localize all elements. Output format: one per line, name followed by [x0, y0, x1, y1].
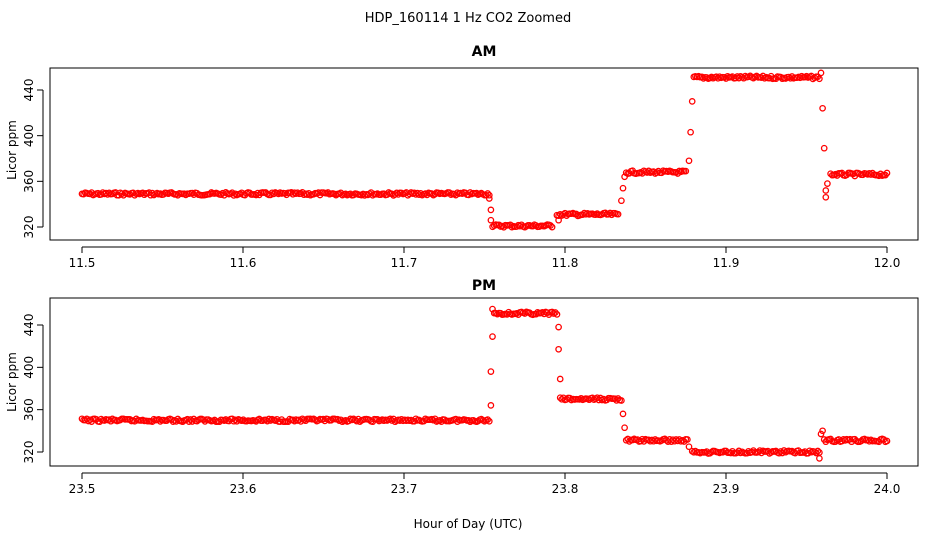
- am-y-axis: 320 360 400 440: [22, 79, 44, 239]
- am-transition-point: [555, 216, 562, 224]
- am-transition-point: [487, 206, 495, 214]
- pm-plot-frame: [49, 297, 919, 467]
- am-transition-point: [685, 157, 693, 165]
- x-axis-label: Hour of Day (UTC): [414, 517, 523, 531]
- pm-transition-point: [556, 375, 564, 383]
- pm-x-tick-label: 23.8: [552, 482, 579, 496]
- am-plot-frame: [49, 67, 919, 241]
- pm-data-point: [775, 449, 783, 457]
- am-transition-point: [688, 98, 696, 105]
- pm-panel: PM Licor ppm 23.5 23.6 23.7 23.8 23.9 24.0 32…: [5, 278, 919, 496]
- pm-panel-title: PM: [472, 278, 496, 294]
- am-x-tick-label: 11.7: [391, 256, 418, 270]
- am-x-tick-label: 11.8: [552, 256, 579, 270]
- pm-x-tick-label: 23.6: [230, 482, 257, 496]
- am-y-tick-label: 400: [22, 124, 36, 147]
- pm-data-point: [386, 415, 394, 423]
- pm-transition-point: [489, 305, 496, 313]
- am-data-point: [682, 167, 690, 175]
- pm-transition-point: [487, 402, 495, 409]
- pm-transition-point: [819, 427, 826, 435]
- am-panel-title: AM: [472, 44, 497, 60]
- pm-y-tick-label: 360: [22, 398, 36, 421]
- pm-data-point: [883, 437, 891, 445]
- pm-transition-point: [489, 333, 496, 340]
- pm-transition-point: [555, 323, 562, 331]
- pm-data-point: [814, 447, 822, 455]
- am-panel: AM Licor ppm 11.5 11.6 11.7 11.8 11.9 12.0 32…: [5, 44, 919, 270]
- pm-x-tick-label: 23.9: [713, 482, 740, 496]
- pm-transition-point: [621, 424, 628, 432]
- am-data-point: [350, 191, 357, 199]
- am-data-point: [473, 189, 480, 197]
- am-transition-point: [819, 104, 826, 112]
- am-y-tick-label: 440: [22, 79, 36, 102]
- am-transition-point: [817, 69, 825, 77]
- pm-x-tick-label: 23.5: [69, 482, 96, 496]
- chart-title: HDP_160114 1 Hz CO2 Zoomed: [365, 11, 571, 26]
- am-data-point: [816, 75, 823, 83]
- am-data-point: [548, 223, 556, 231]
- pm-transition-point: [816, 455, 823, 462]
- pm-data-point: [485, 417, 493, 425]
- pm-data-points: [78, 305, 891, 462]
- pm-data-point: [684, 436, 691, 443]
- am-y-tick-label: 320: [22, 216, 36, 239]
- am-transition-point: [487, 216, 495, 224]
- am-transition-point: [822, 187, 830, 194]
- am-data-point: [485, 191, 493, 199]
- am-data-point: [614, 210, 622, 218]
- am-data-point: [547, 222, 554, 229]
- am-transition-point: [822, 193, 830, 201]
- am-transition-point: [621, 173, 628, 181]
- am-transition-point: [485, 195, 493, 202]
- pm-data-point: [618, 397, 625, 404]
- pm-x-axis: 23.5 23.6 23.7 23.8 23.9 24.0: [69, 472, 901, 496]
- pm-data-point: [484, 416, 492, 423]
- am-x-tick-label: 11.6: [230, 256, 257, 270]
- pm-transition-point: [817, 430, 825, 438]
- pm-transition-point: [685, 443, 693, 451]
- pm-y-axis: 320 360 400 440: [22, 314, 44, 464]
- pm-y-tick-label: 400: [22, 356, 36, 379]
- am-x-tick-label: 12.0: [874, 256, 901, 270]
- pm-y-tick-label: 440: [22, 314, 36, 337]
- pm-data-point: [553, 311, 561, 318]
- am-x-tick-label: 11.9: [713, 256, 740, 270]
- pm-y-tick-label: 320: [22, 441, 36, 464]
- am-y-tick-label: 360: [22, 170, 36, 193]
- am-transition-point: [687, 128, 694, 136]
- am-y-axis-label: Licor ppm: [5, 120, 19, 180]
- am-transition-point: [618, 197, 625, 205]
- am-x-tick-label: 11.5: [69, 256, 96, 270]
- am-data-points: [78, 69, 891, 231]
- am-data-point: [883, 169, 891, 177]
- pm-transition-point: [487, 368, 495, 375]
- pm-x-tick-label: 24.0: [874, 482, 901, 496]
- am-transition-point: [820, 144, 828, 152]
- am-x-axis: 11.5 11.6 11.7 11.8 11.9 12.0: [69, 246, 901, 270]
- am-transition-point: [619, 184, 627, 192]
- pm-transition-point: [555, 345, 562, 353]
- pm-transition-point: [619, 410, 627, 418]
- pm-x-tick-label: 23.7: [391, 482, 418, 496]
- pm-y-axis-label: Licor ppm: [5, 352, 19, 412]
- am-transition-point: [824, 180, 831, 187]
